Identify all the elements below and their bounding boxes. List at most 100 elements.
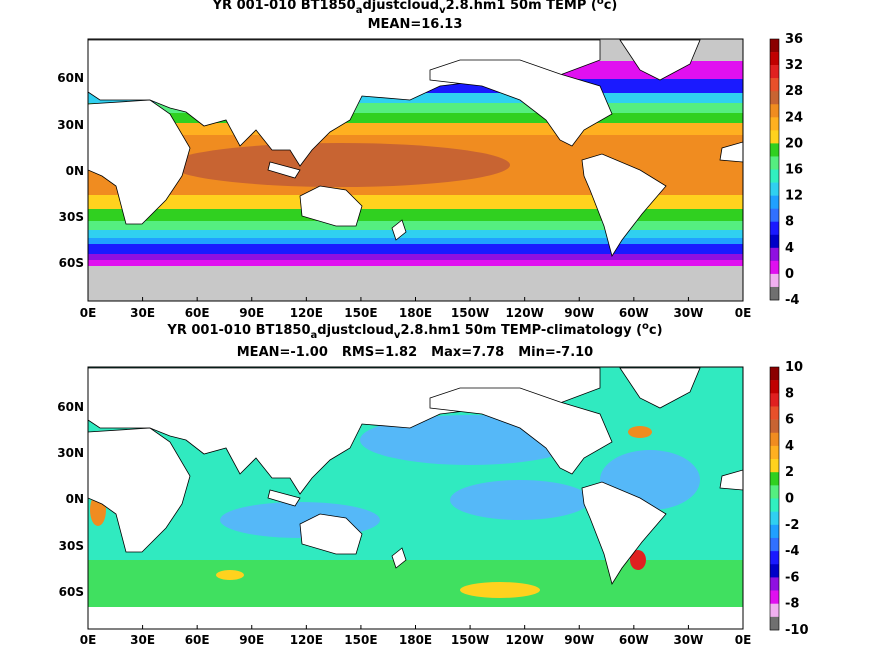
lon-label: 30E	[130, 633, 155, 647]
lon-label: 150E	[344, 306, 377, 320]
colorbar-label: 24	[785, 110, 803, 125]
title-part: YR 001-010 BT1850	[166, 323, 310, 338]
title-part: c)	[604, 0, 618, 13]
colorbar-label: 28	[785, 84, 803, 99]
panel-title: YR 001-010 BT1850adjustcloudv2.8.hm1 50m…	[212, 0, 618, 16]
colorbar-label: 4	[785, 241, 794, 256]
colorbar-label: 20	[785, 136, 803, 151]
title-part: o	[597, 0, 604, 7]
lat-label: 30N	[57, 446, 84, 460]
title-part: 2.8.hm1 50m TEMP-climatology (	[400, 323, 642, 338]
colorbar-box	[770, 367, 779, 381]
colorbar-box	[770, 564, 779, 578]
lon-label: 60W	[619, 306, 649, 320]
colorbar-box	[770, 616, 779, 631]
panel-stats: MEAN=-1.00 RMS=1.82 Max=7.78 Min=-7.10	[237, 345, 593, 360]
colorbar-box	[770, 156, 779, 170]
colorbar-box	[770, 286, 779, 301]
lon-label: 120W	[506, 633, 544, 647]
lon-label: 90E	[239, 633, 264, 647]
lat-label: 30N	[57, 118, 84, 132]
colorbar-box	[770, 208, 779, 222]
colorbar-box	[770, 78, 779, 92]
colorbar-box	[770, 380, 779, 394]
colorbar-box	[770, 577, 779, 591]
lat-label: 30S	[59, 210, 84, 224]
stat: Max=7.78	[431, 345, 504, 360]
lon-label: 90W	[564, 633, 594, 647]
colorbar-label: -10	[785, 623, 809, 638]
panel-1: YR 001-010 BT1850adjustcloudv2.8.hm1 50m…	[57, 0, 803, 320]
lon-label: 30E	[130, 306, 155, 320]
anomaly-map	[88, 367, 743, 629]
colorbar-label: 8	[785, 215, 794, 230]
colorbar-label: 6	[785, 413, 794, 428]
lon-label: 120W	[506, 306, 544, 320]
lon-label: 30W	[673, 306, 703, 320]
title-part: v	[394, 330, 401, 341]
title-part: 2.8.hm1 50m TEMP (	[446, 0, 597, 13]
lon-label: 30W	[673, 633, 703, 647]
lon-label: 180E	[399, 633, 432, 647]
colorbar-box	[770, 551, 779, 565]
lon-label: 0E	[735, 306, 752, 320]
colorbar-box	[770, 182, 779, 196]
colorbar-box	[770, 247, 779, 262]
colorbar-box	[770, 419, 779, 434]
colorbar-box	[770, 537, 779, 552]
colorbar-label: 32	[785, 58, 803, 73]
colorbar-box	[770, 234, 779, 249]
title-part: v	[439, 5, 446, 16]
stat: MEAN=16.13	[368, 17, 463, 32]
colorbar-label: 2	[785, 465, 794, 480]
colorbar-box	[770, 498, 779, 512]
colorbar-box	[770, 221, 779, 236]
colorbar-box	[770, 485, 779, 499]
lon-label: 90E	[239, 306, 264, 320]
title-part: o	[642, 321, 649, 332]
title-part: a	[356, 5, 363, 16]
title-part: c)	[649, 323, 663, 338]
colorbar-box	[770, 65, 779, 79]
stat: MEAN=-1.00	[237, 345, 328, 360]
lon-label: 60E	[185, 306, 210, 320]
temperature-map	[88, 39, 743, 301]
colorbar-label: -8	[785, 597, 799, 612]
colorbar-box	[770, 511, 779, 526]
colorbar-box	[770, 459, 779, 473]
colorbar-label: 10	[785, 360, 803, 375]
title-part: a	[311, 330, 318, 341]
colorbar-label: -2	[785, 518, 799, 533]
colorbar-label: 16	[785, 163, 803, 178]
lon-label: 0E	[80, 306, 97, 320]
lon-label: 60E	[185, 633, 210, 647]
colorbar-box	[770, 91, 779, 105]
title-part: YR 001-010 BT1850	[212, 0, 356, 13]
colorbar-label: 8	[785, 386, 794, 401]
colorbar-frame	[769, 38, 780, 301]
panel-title: YR 001-010 BT1850adjustcloudv2.8.hm1 50m…	[166, 321, 662, 341]
colorbar-box	[770, 590, 779, 604]
colorbar-box	[770, 603, 779, 618]
colorbar-box	[770, 195, 779, 209]
lon-label: 60W	[619, 633, 649, 647]
colorbar-box	[770, 524, 779, 539]
lat-label: 60S	[59, 585, 84, 599]
colorbar-box	[770, 260, 779, 275]
lat-label: 60S	[59, 256, 84, 270]
colorbar-box	[770, 169, 779, 183]
lat-label: 0N	[66, 164, 84, 178]
panel-2: YR 001-010 BT1850adjustcloudv2.8.hm1 50m…	[57, 321, 808, 647]
colorbar-box	[770, 130, 779, 144]
colorbar-box	[770, 432, 779, 447]
colorbar-label: -6	[785, 570, 799, 585]
lon-label: 150E	[344, 633, 377, 647]
colorbar-box	[770, 393, 779, 407]
colorbar-box	[770, 273, 779, 288]
colorbar-label: 36	[785, 32, 803, 47]
lon-label: 180E	[399, 306, 432, 320]
lat-label: 60N	[57, 71, 84, 85]
lon-label: 150W	[451, 633, 489, 647]
colorbar-label: 12	[785, 189, 803, 204]
